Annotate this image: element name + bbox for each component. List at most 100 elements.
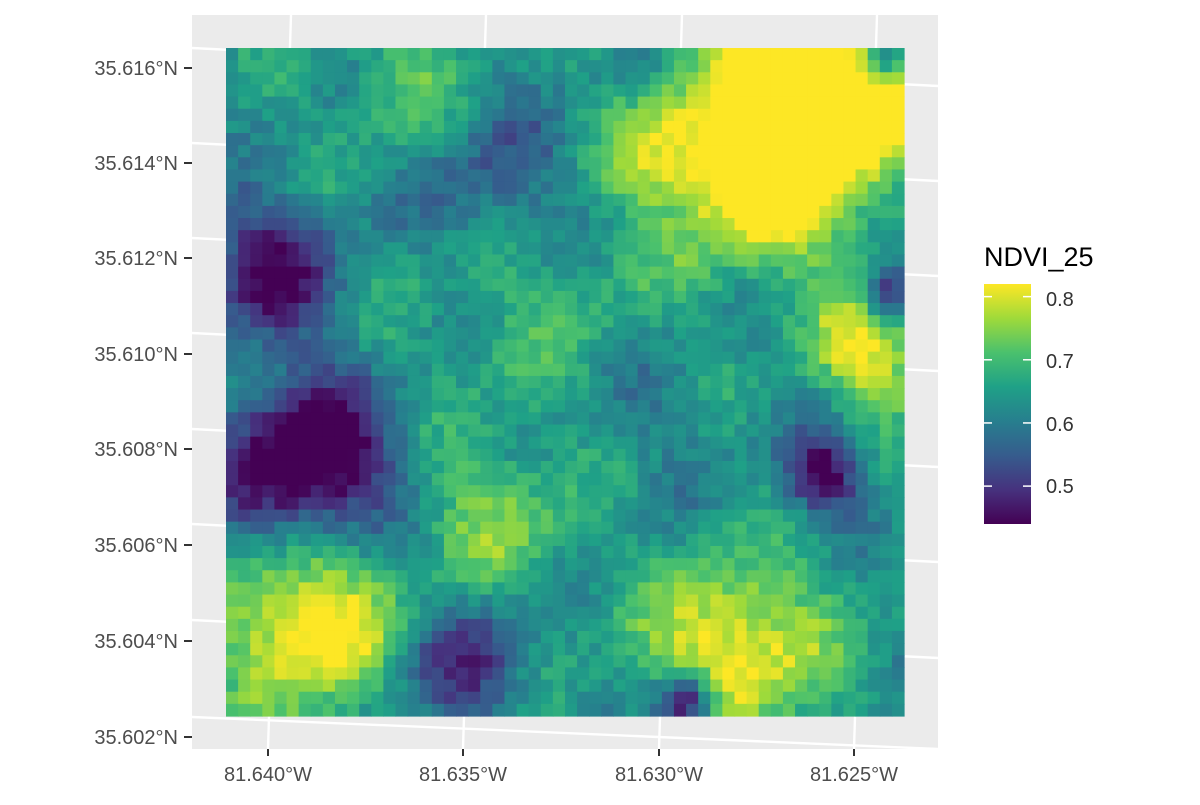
raster-cell [540, 48, 554, 61]
raster-cell [226, 375, 239, 389]
raster-cell [407, 448, 421, 462]
raster-cell [746, 594, 760, 608]
raster-cell [673, 230, 687, 243]
raster-cell [395, 460, 409, 474]
raster-cell [431, 375, 445, 389]
raster-cell [322, 169, 336, 183]
raster-cell [746, 412, 760, 426]
raster-cell [686, 218, 699, 231]
raster-cell [480, 339, 493, 353]
raster-cell [516, 290, 530, 304]
raster-cell [758, 667, 772, 681]
raster-cell [468, 667, 481, 681]
raster-cell [238, 218, 251, 231]
raster-cell [601, 96, 615, 110]
raster-cell [879, 509, 893, 523]
raster-cell [589, 691, 602, 705]
raster-cell [334, 558, 348, 571]
raster-cell [734, 424, 748, 438]
raster-cell [649, 218, 663, 231]
raster-cell [480, 618, 493, 632]
raster-cell [819, 242, 832, 256]
raster-cell [867, 618, 881, 632]
raster-cell [661, 315, 675, 328]
raster-cell [456, 254, 469, 268]
raster-cell [734, 48, 748, 61]
raster-cell [310, 157, 324, 171]
raster-cell [552, 303, 566, 316]
raster-cell [407, 242, 421, 256]
raster-cell [516, 618, 530, 632]
raster-cell [807, 412, 820, 426]
raster-cell [407, 460, 421, 474]
raster-cell [443, 278, 457, 292]
raster-cell [286, 218, 300, 231]
raster-cell [431, 96, 445, 110]
raster-cell [843, 412, 857, 426]
raster-cell [589, 545, 602, 559]
raster-cell [782, 218, 796, 231]
raster-cell [758, 290, 772, 304]
raster-cell [831, 436, 845, 450]
raster-cell [831, 290, 845, 304]
raster-cell [879, 157, 893, 171]
raster-cell [770, 375, 784, 389]
raster-cell [334, 303, 348, 316]
raster-cell [819, 691, 832, 705]
raster-cell [661, 290, 675, 304]
raster-cell [298, 424, 312, 438]
raster-cell [347, 448, 360, 462]
raster-cell [310, 278, 324, 292]
raster-cell [673, 72, 687, 86]
raster-cell [262, 643, 276, 656]
raster-cell [782, 230, 796, 243]
raster-cell [661, 412, 675, 426]
raster-cell [492, 630, 506, 644]
raster-cell [746, 436, 760, 450]
raster-cell [286, 157, 300, 171]
raster-cell [371, 218, 384, 231]
raster-cell [456, 521, 469, 535]
raster-cell [407, 84, 421, 98]
raster-cell [807, 72, 820, 86]
raster-cell [637, 436, 651, 450]
raster-cell [589, 375, 602, 389]
raster-cell [419, 108, 433, 122]
raster-cell [334, 618, 348, 632]
raster-cell [661, 582, 675, 596]
raster-cell [637, 521, 651, 535]
raster-cell [613, 375, 627, 389]
raster-cell [504, 643, 518, 656]
raster-cell [649, 84, 663, 98]
raster-cell [250, 327, 263, 341]
raster-cell [419, 558, 433, 571]
raster-cell [746, 169, 760, 183]
raster-cell [831, 205, 845, 219]
raster-cell [855, 667, 869, 681]
raster-cell [298, 667, 312, 681]
raster-cell [867, 145, 881, 158]
raster-cell [867, 533, 881, 547]
raster-cell [528, 48, 542, 61]
raster-cell [262, 582, 276, 596]
raster-cell [734, 60, 748, 73]
raster-cell [443, 497, 457, 511]
raster-cell [746, 497, 760, 511]
raster-cell [867, 473, 881, 486]
raster-cell [334, 60, 348, 73]
raster-cell [492, 254, 506, 268]
raster-cell [746, 145, 760, 158]
raster-cell [238, 618, 251, 632]
raster-cell [819, 145, 832, 158]
raster-cell [516, 254, 530, 268]
raster-cell [831, 643, 845, 656]
raster-cell [661, 278, 675, 292]
raster-cell [540, 278, 554, 292]
raster-cell [613, 412, 627, 426]
raster-cell [238, 108, 251, 122]
raster-cell [589, 303, 602, 316]
raster-cell [879, 254, 893, 268]
raster-cell [274, 703, 288, 717]
raster-cell [468, 509, 481, 523]
raster-cell [516, 473, 530, 486]
